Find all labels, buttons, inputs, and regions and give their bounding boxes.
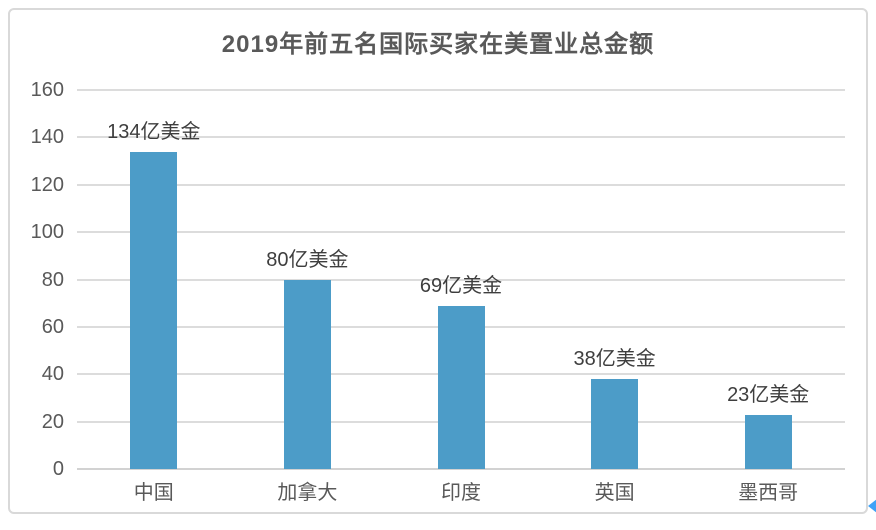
bar-value-label: 23亿美金: [727, 383, 810, 406]
y-axis-tick-label: 60: [41, 315, 64, 338]
y-axis-tick-label: 20: [41, 410, 64, 433]
x-axis-baseline: [77, 468, 845, 470]
bar: [591, 378, 639, 469]
chart-title: 2019年前五名国际买家在美置业总金额: [221, 31, 655, 58]
x-axis-label: 中国: [133, 482, 174, 504]
gridline: [77, 136, 845, 139]
bar-value-label: 80亿美金: [266, 248, 349, 271]
gridline: [77, 183, 845, 186]
y-axis-tick-label: 40: [41, 363, 64, 386]
x-axis-label: 墨西哥: [738, 482, 799, 504]
y-axis-tick-label: 0: [52, 458, 64, 480]
x-axis-label: 加拿大: [277, 482, 338, 504]
gridline: [77, 231, 845, 234]
plot-area: 0 20 40 60 80 100 120 140 160 134亿美金 中国 80亿美金加拿大 69亿…: [10, 10, 866, 512]
x-axis-label: 英国: [594, 482, 635, 504]
bar: [437, 305, 485, 469]
x-axis-label: 印度: [441, 482, 481, 504]
bar-value-label: 134亿美金: [107, 120, 201, 143]
y-axis-tick-label: 120: [30, 173, 64, 196]
y-axis-tick-label: 160: [30, 79, 64, 101]
edge-arrow-icon[interactable]: [868, 499, 876, 513]
y-axis-tick-label: 80: [41, 268, 64, 291]
bar-value-label: 69亿美金: [419, 274, 503, 297]
bar-value-label: 38亿美金: [573, 347, 656, 370]
bar: [744, 414, 792, 469]
chart-card: 2019年前五名国际买家在美置业总金额 0 20 40 60 80 100 120 140 16…: [8, 8, 868, 514]
y-axis-tick-label: 140: [30, 126, 64, 149]
gridline: [77, 89, 845, 91]
gridline: [77, 278, 845, 281]
bar: [130, 151, 178, 469]
bar: [283, 279, 331, 469]
y-axis-tick-label: 100: [30, 221, 64, 244]
